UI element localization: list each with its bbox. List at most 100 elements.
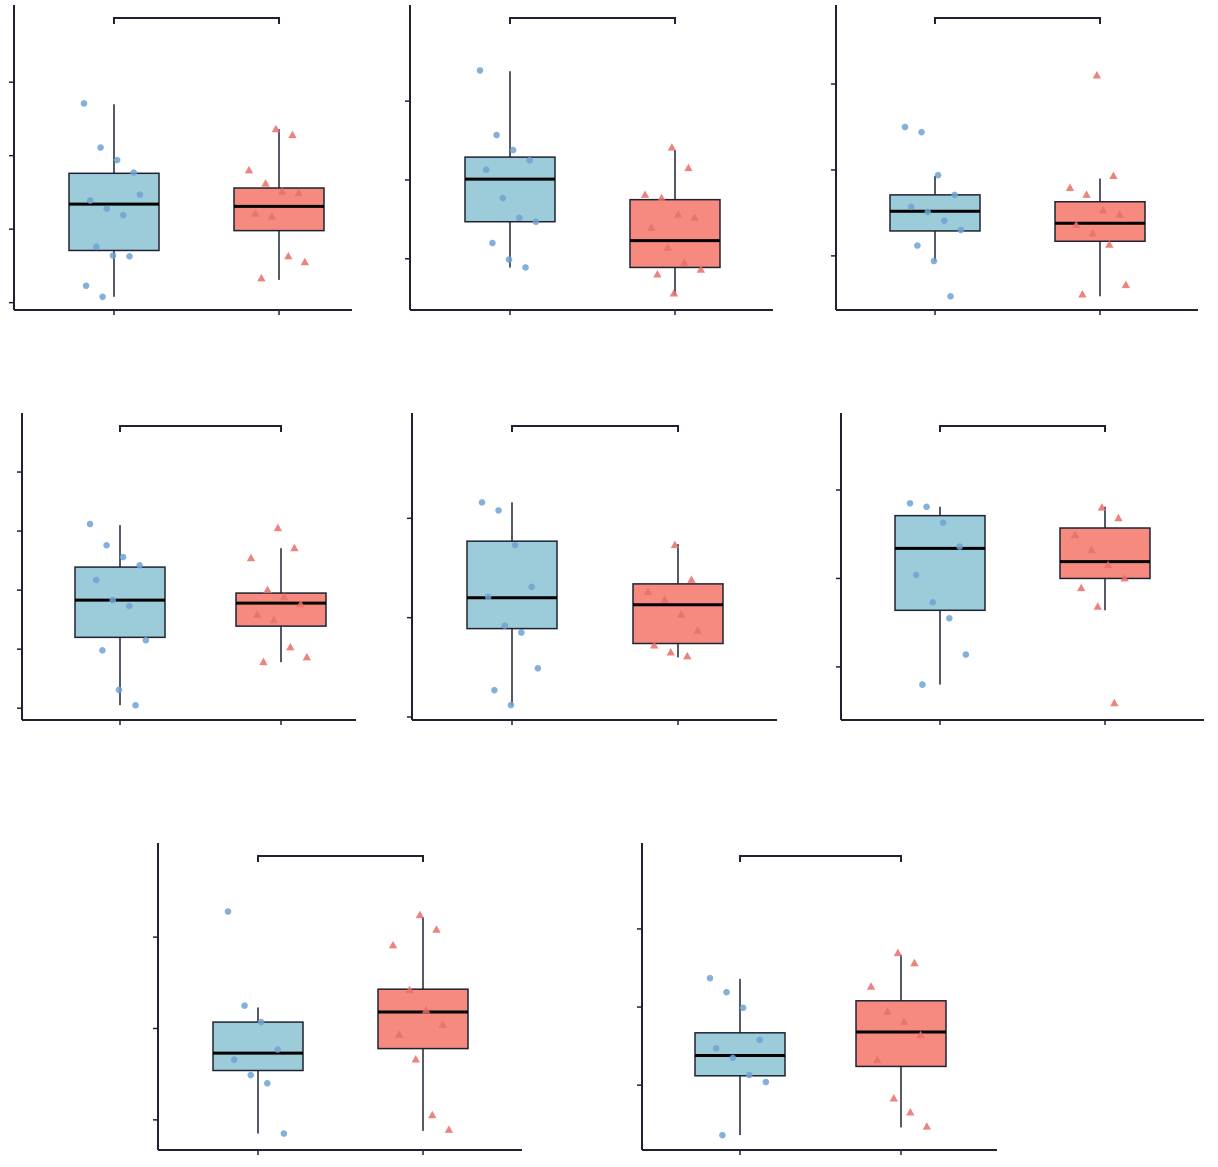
significance-bracket [113,17,280,24]
point [1072,220,1081,228]
point [669,288,679,297]
point [267,212,276,220]
point [1065,183,1075,191]
box [889,194,981,232]
point [269,615,278,624]
point [910,958,919,967]
point [673,210,683,218]
point [395,1030,404,1038]
point [80,100,88,107]
significance-bracket [511,425,679,432]
box [629,198,721,269]
point [230,1056,238,1063]
point [687,575,696,583]
point [261,179,270,187]
point [906,1108,915,1116]
point [99,293,106,301]
point [247,1071,255,1079]
point [1114,513,1123,522]
point [956,543,963,550]
point [924,208,932,216]
point [93,243,100,251]
point [951,191,958,199]
point [115,686,123,694]
point [912,571,920,579]
point [719,1131,726,1139]
point [444,1125,454,1133]
point [957,226,965,234]
point [929,599,937,606]
box [464,156,556,223]
box [632,583,724,645]
point [501,622,509,629]
point [1082,190,1091,198]
point [421,1005,431,1014]
point [680,258,689,266]
point [415,910,425,919]
point [653,270,662,278]
point [1109,171,1118,179]
point [478,499,486,506]
point [922,1122,932,1130]
point [86,520,94,528]
point [493,131,500,139]
point [690,213,699,221]
point [405,985,414,994]
point [899,1017,909,1025]
point [516,214,523,222]
point [712,1045,720,1052]
point [277,187,287,195]
point [889,1093,898,1102]
point [1078,290,1087,298]
point [693,626,702,634]
point [109,596,117,604]
significance-bracket [739,855,902,862]
point [97,144,104,151]
point [1115,210,1124,218]
point [1093,602,1102,610]
point [706,974,714,982]
point [930,257,938,265]
point [1097,503,1107,511]
point [1110,698,1119,707]
point [224,908,232,915]
point [273,523,283,532]
point [99,647,106,654]
point [476,67,484,74]
point [923,503,930,511]
point [279,592,289,601]
point [1092,70,1102,79]
point [762,1078,770,1086]
point [284,251,293,260]
point [528,583,535,591]
point [136,191,144,198]
point [92,576,100,584]
point [901,123,909,131]
point [756,1036,763,1044]
point [696,265,706,273]
box [74,566,166,639]
point [505,256,513,263]
point [1120,573,1129,582]
significance-bracket [509,17,676,24]
point [667,143,677,151]
point [136,562,143,569]
point [119,553,127,561]
point [1103,560,1113,569]
box [233,187,325,232]
box [894,514,986,612]
point [251,209,260,217]
point [643,587,653,595]
point [1088,229,1097,237]
point [288,130,297,139]
point [522,264,529,271]
point [271,124,281,133]
point [914,242,921,249]
point [676,610,686,618]
point [1098,205,1108,214]
point [883,1007,892,1015]
point [1105,240,1114,248]
point [934,171,942,179]
